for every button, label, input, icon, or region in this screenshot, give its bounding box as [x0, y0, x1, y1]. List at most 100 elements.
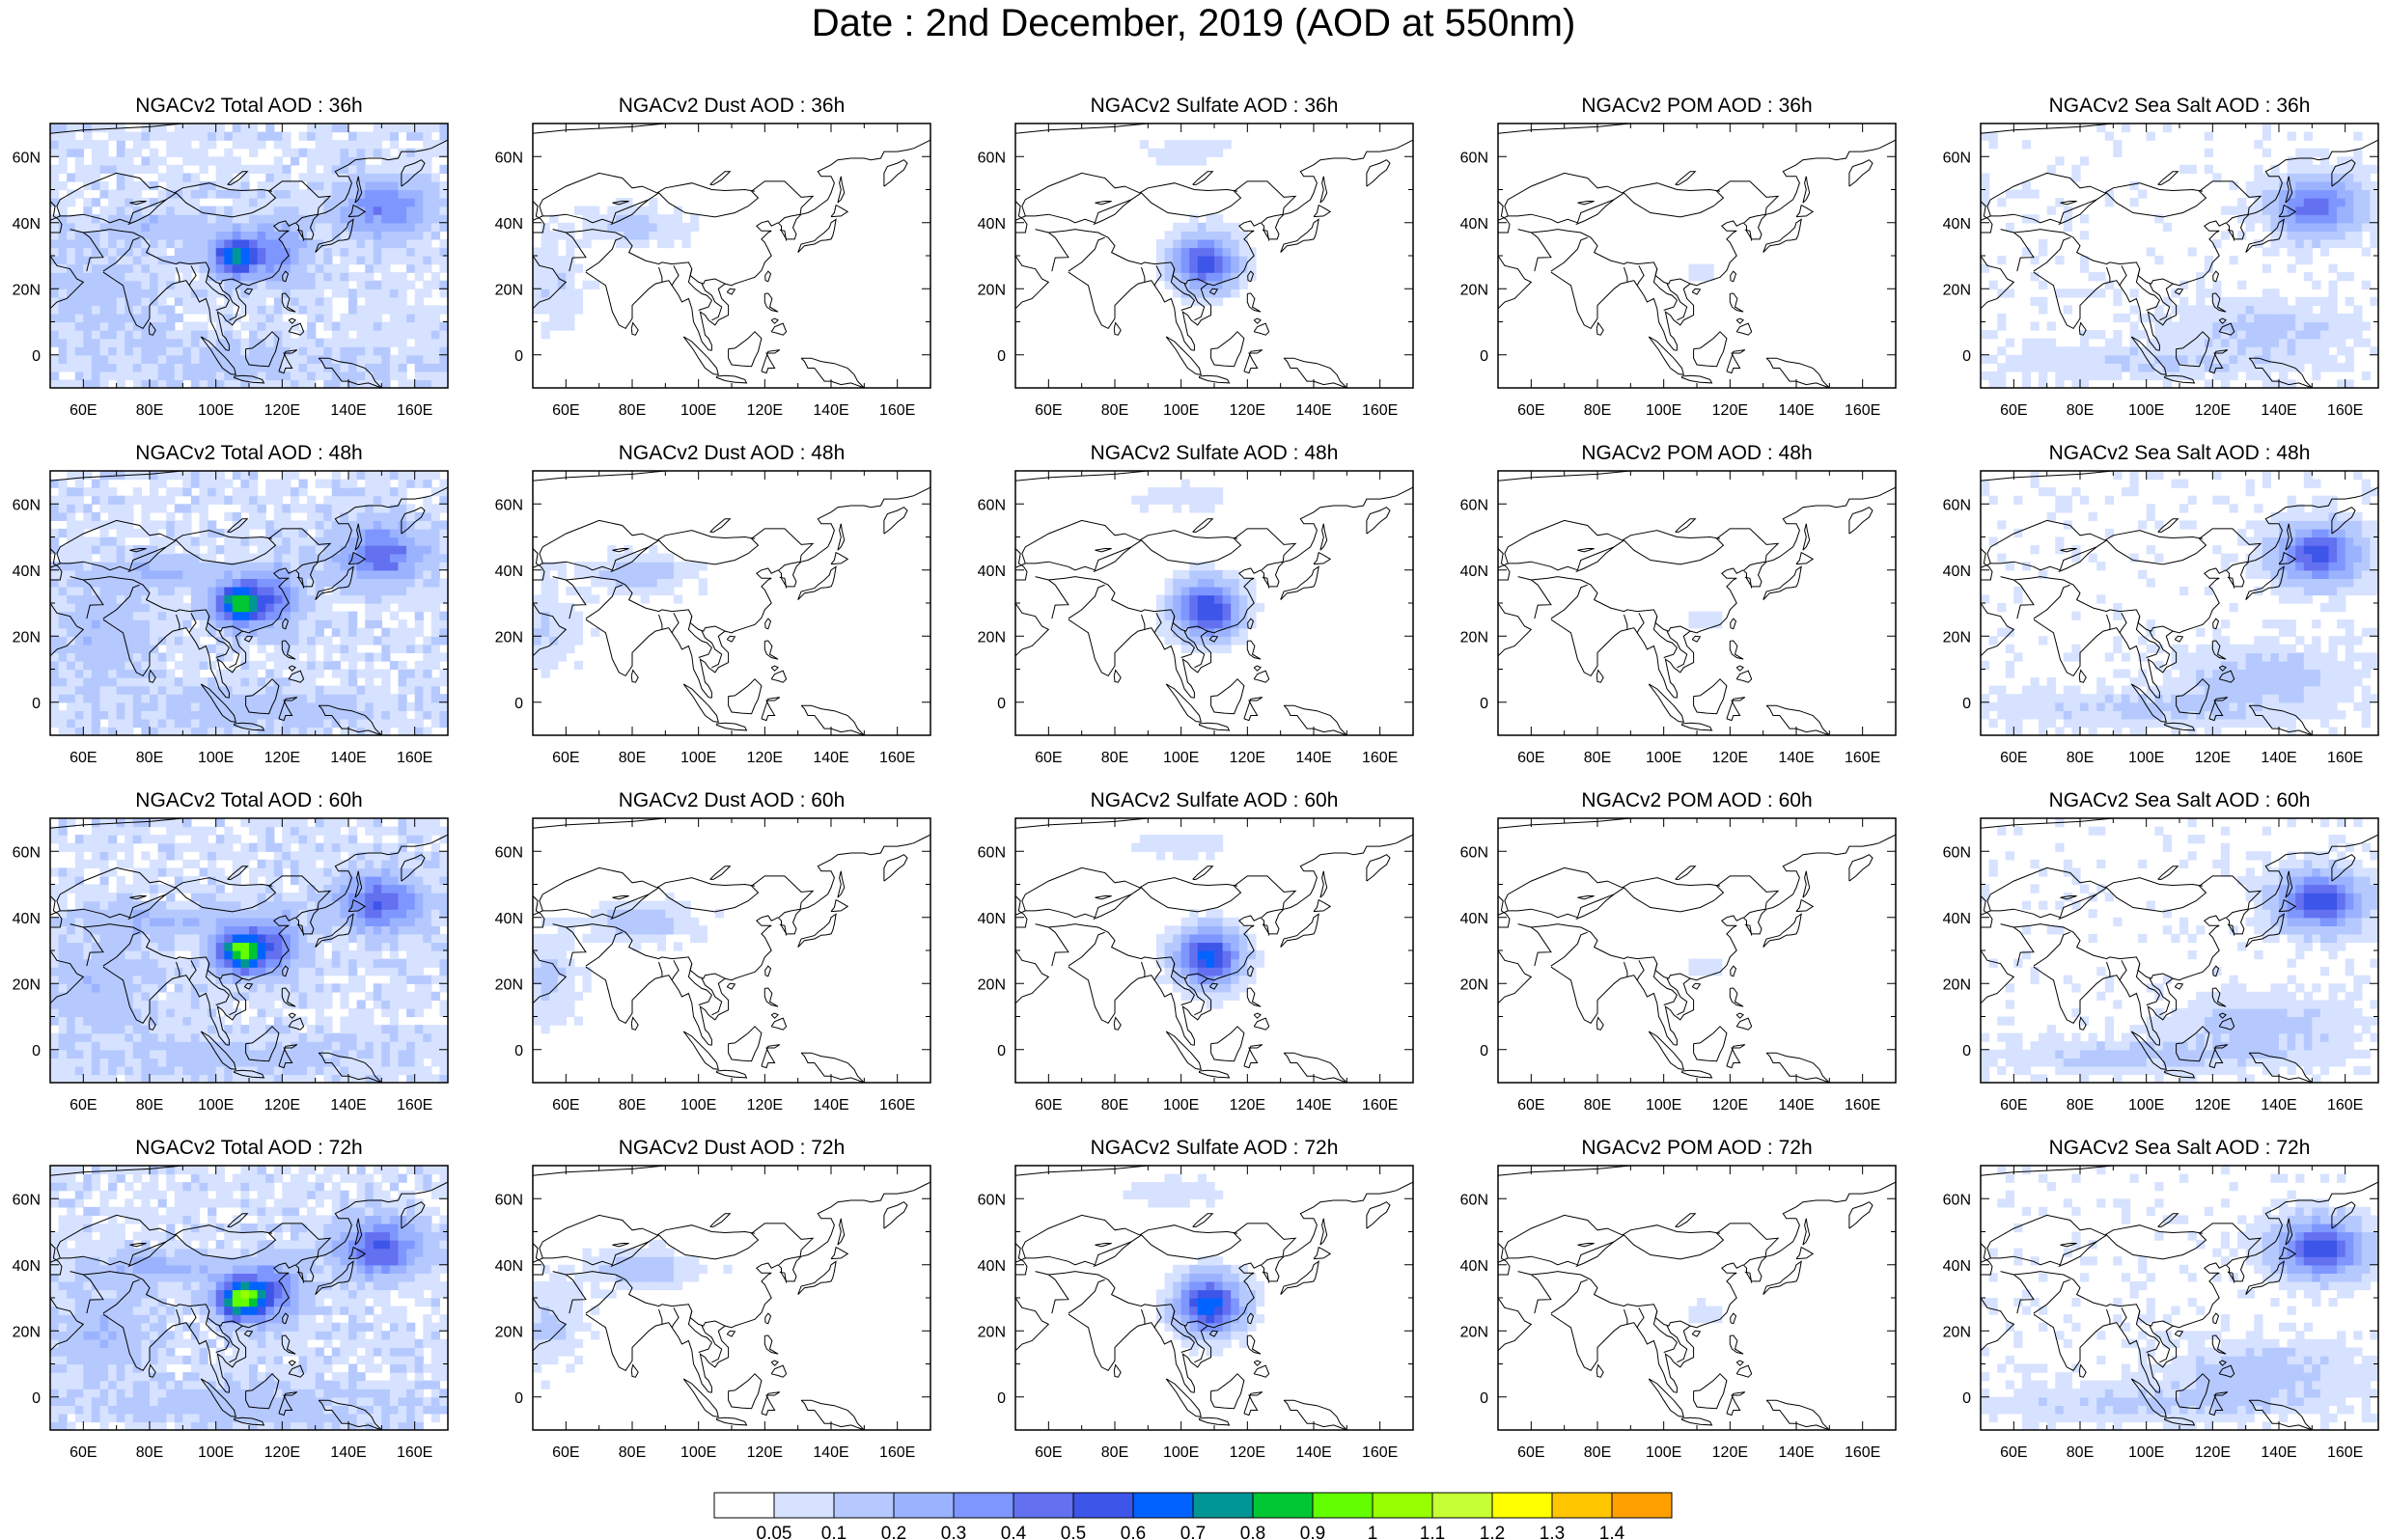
coastline — [2208, 349, 2229, 374]
aod-cell — [2212, 289, 2222, 298]
aod-cell — [315, 619, 324, 629]
aod-cell — [265, 206, 275, 215]
aod-cell — [58, 263, 68, 273]
aod-cell — [108, 685, 118, 695]
aod-cell — [1164, 578, 1174, 588]
country-border — [566, 229, 726, 285]
aod-cell — [2287, 131, 2296, 141]
aod-cell — [1231, 222, 1240, 232]
aod-cell — [83, 180, 93, 191]
aod-cell — [1238, 603, 1248, 613]
aod-cell — [1997, 371, 2007, 381]
aod-cell — [398, 487, 407, 497]
aod-cell — [215, 272, 225, 282]
aod-cell — [2345, 214, 2354, 224]
aod-cell — [174, 727, 183, 735]
aod-cell — [2229, 206, 2238, 215]
aod-cell — [2187, 669, 2197, 678]
aod-cell — [2319, 164, 2330, 174]
aod-cell — [298, 636, 308, 646]
aod-cell — [541, 619, 550, 629]
lon-tick-label: 60E — [552, 750, 579, 766]
aod-cell — [67, 487, 76, 497]
aod-cell — [430, 189, 440, 199]
aod-cell — [2270, 346, 2280, 356]
coastline — [50, 471, 183, 481]
aod-cell — [2303, 156, 2313, 166]
aod-cell — [150, 627, 159, 637]
aod-cell — [365, 198, 375, 207]
aod-cell — [2245, 313, 2255, 323]
aod-cell — [533, 296, 542, 306]
aod-cell — [150, 371, 159, 381]
aod-cell — [340, 321, 349, 331]
aod-cell — [1189, 272, 1199, 282]
aod-cell — [2328, 263, 2338, 273]
aod-cell — [423, 495, 432, 505]
aod-cell — [74, 701, 84, 711]
aod-cell — [430, 603, 440, 613]
aod-cell — [2279, 305, 2289, 315]
aod-cell — [2005, 562, 2014, 571]
aod-cell — [2295, 313, 2305, 323]
aod-cell — [132, 611, 142, 620]
aod-cell — [150, 701, 159, 711]
aod-cell — [356, 280, 366, 289]
aod-cell — [199, 586, 208, 596]
aod-cell — [2071, 685, 2081, 695]
aod-cell — [150, 198, 159, 207]
aod-cell — [557, 562, 567, 571]
aod-cell — [1222, 280, 1232, 289]
aod-cell — [649, 222, 658, 232]
aod-cell — [2295, 338, 2305, 347]
aod-cell — [290, 156, 300, 166]
coastline — [1765, 704, 1830, 735]
aod-cell — [439, 198, 448, 207]
aod-cell — [598, 562, 608, 571]
aod-cell — [2229, 330, 2238, 340]
aod-cell — [1189, 504, 1199, 513]
aod-cell — [67, 214, 76, 224]
aod-cell — [91, 685, 101, 695]
aod-cell — [50, 701, 60, 711]
aod-cell — [389, 718, 400, 729]
aod-cell — [348, 272, 358, 282]
aod-cell — [174, 504, 183, 513]
country-border — [533, 546, 650, 571]
aod-cell — [108, 346, 118, 356]
aod-cell — [430, 701, 440, 711]
country-border — [1153, 613, 1162, 634]
aod-cell — [83, 305, 93, 315]
aod-cell — [423, 471, 432, 481]
aod-cell — [132, 148, 142, 157]
aod-cell — [2096, 272, 2106, 282]
aod-cell — [406, 511, 416, 521]
aod-cell — [365, 511, 375, 521]
aod-cell — [389, 305, 400, 315]
aod-cell — [1139, 504, 1149, 513]
aod-cell — [1988, 371, 1998, 381]
aod-cell — [2063, 305, 2072, 315]
aod-cell — [58, 578, 68, 588]
aod-cell — [290, 677, 300, 687]
aod-cell — [1997, 313, 2007, 323]
aod-cell — [141, 545, 151, 555]
aod-cell — [116, 495, 125, 505]
aod-cell — [690, 569, 700, 579]
aod-cell — [2337, 164, 2346, 174]
country-border — [1534, 584, 1552, 619]
aod-cell — [182, 148, 192, 157]
aod-cell — [414, 578, 424, 588]
lon-tick-label: 120E — [1230, 402, 1265, 419]
aod-cell — [166, 140, 176, 150]
aod-cell — [2229, 321, 2238, 331]
aod-cell — [50, 263, 60, 273]
aod-cell — [282, 511, 291, 521]
aod-cell — [265, 214, 275, 224]
aod-cell — [591, 231, 600, 240]
aod-cell — [2279, 371, 2289, 381]
aod-cell — [2179, 330, 2189, 340]
lon-tick-label: 100E — [1163, 750, 1199, 766]
aod-cell — [74, 173, 84, 182]
aod-cell — [224, 231, 234, 240]
